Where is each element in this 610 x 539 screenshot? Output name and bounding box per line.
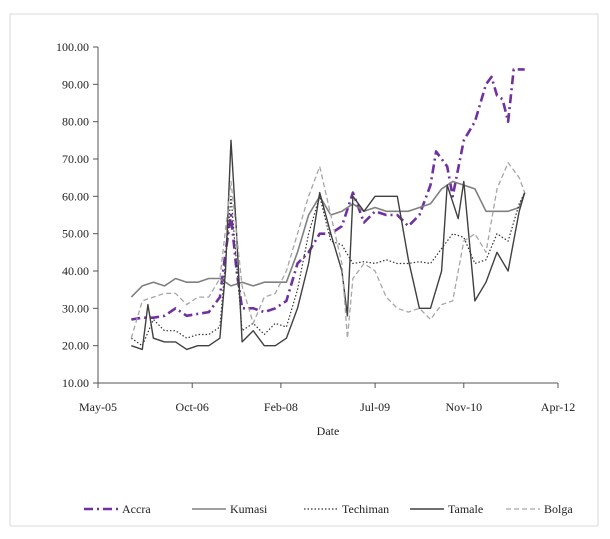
y-tick-label: 50.00 bbox=[62, 227, 89, 241]
x-tick-label: Apr-12 bbox=[541, 400, 575, 414]
y-tick-label: 40.00 bbox=[62, 264, 89, 278]
x-tick-label: Oct-06 bbox=[176, 400, 209, 414]
legend-label-kumasi: Kumasi bbox=[230, 502, 268, 516]
series-line-bolga bbox=[130, 162, 526, 339]
y-tick-label: 80.00 bbox=[62, 115, 89, 129]
x-tick-label: Nov-10 bbox=[445, 400, 482, 414]
legend-label-tamale: Tamale bbox=[448, 502, 483, 516]
x-axis-ticks: May-05 Oct-06 Feb-08 Jul-09 Nov-10 Apr-12 bbox=[79, 383, 575, 414]
series-line-accra bbox=[131, 68, 525, 321]
x-tick-label: Jul-09 bbox=[360, 400, 390, 414]
x-axis-title: Date bbox=[317, 424, 340, 438]
legend: Accra Kumasi Techiman Tamale Bolga bbox=[84, 502, 573, 516]
x-tick-label: May-05 bbox=[79, 400, 117, 414]
y-tick-label: 100.00 bbox=[56, 40, 89, 54]
series-line-tamale bbox=[131, 139, 526, 351]
legend-label-bolga: Bolga bbox=[544, 502, 573, 516]
y-tick-label: 90.00 bbox=[62, 77, 89, 91]
series-lines bbox=[130, 68, 526, 351]
chart-border bbox=[9, 13, 599, 527]
legend-label-techiman: Techiman bbox=[342, 502, 389, 516]
x-tick-label: Feb-08 bbox=[264, 400, 298, 414]
y-tick-label: 70.00 bbox=[62, 152, 89, 166]
y-tick-label: 60.00 bbox=[62, 189, 89, 203]
y-tick-label: 30.00 bbox=[62, 301, 89, 315]
legend-label-accra: Accra bbox=[122, 502, 151, 516]
y-axis-ticks: 10.00 20.00 30.00 40.00 50.00 60.00 70.00 80.00… bbox=[56, 40, 98, 390]
y-tick-label: 10.00 bbox=[62, 376, 89, 390]
y-tick-label: 20.00 bbox=[62, 339, 89, 353]
